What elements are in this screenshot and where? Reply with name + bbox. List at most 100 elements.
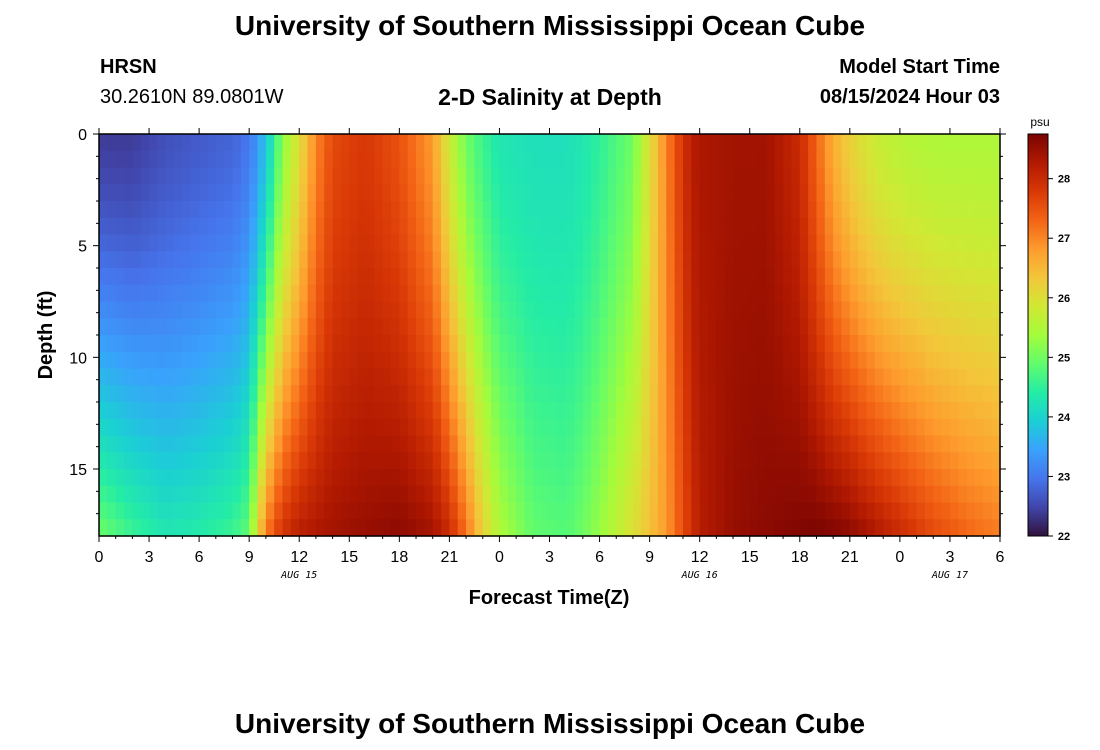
heatmap-cell	[674, 284, 684, 303]
heatmap-cell	[758, 418, 767, 437]
heatmap-cell	[307, 167, 317, 185]
heatmap-cell	[332, 251, 342, 269]
heatmap-cell	[265, 251, 275, 269]
heatmap-cell	[407, 452, 417, 470]
heatmap-cell	[290, 234, 300, 252]
heatmap-cell	[949, 318, 959, 336]
heatmap-cell	[624, 284, 634, 303]
heatmap-cell	[749, 318, 759, 336]
heatmap-cell	[516, 318, 526, 336]
heatmap-cell	[299, 184, 309, 202]
heatmap-cell	[132, 167, 142, 185]
heatmap-cell	[307, 385, 317, 403]
heatmap-cell	[941, 301, 951, 319]
heatmap-cell	[599, 268, 609, 286]
heatmap-cell	[657, 519, 667, 537]
heatmap-cell	[441, 217, 450, 236]
heatmap-cell	[482, 469, 492, 487]
heatmap-cell	[874, 469, 884, 487]
heatmap-cell	[491, 234, 501, 252]
heatmap-cell	[399, 318, 409, 336]
heatmap-cell	[174, 335, 184, 353]
heatmap-cell	[874, 167, 884, 185]
heatmap-cell	[799, 469, 809, 487]
heatmap-cell	[207, 402, 217, 420]
heatmap-cell	[933, 485, 943, 504]
heatmap-cell	[390, 251, 400, 269]
heatmap-cell	[407, 385, 417, 403]
heatmap-cell	[783, 402, 793, 420]
heatmap-cell	[157, 385, 167, 403]
heatmap-cell	[858, 217, 868, 236]
heatmap-cell	[733, 251, 742, 269]
heatmap-cell	[290, 167, 300, 185]
heatmap-cell	[733, 184, 742, 202]
heatmap-cell	[733, 469, 742, 487]
heatmap-cell	[115, 385, 125, 403]
heatmap-cell	[549, 435, 559, 453]
heatmap-cell	[340, 502, 350, 520]
heatmap-cell	[149, 217, 158, 236]
heatmap-cell	[332, 284, 342, 303]
heatmap-cell	[282, 368, 292, 386]
heatmap-cell	[866, 284, 876, 303]
heatmap-cell	[432, 418, 442, 437]
heatmap-cell	[891, 318, 901, 336]
heatmap-cell	[724, 485, 734, 504]
heatmap-cell	[841, 385, 851, 403]
heatmap-cell	[416, 184, 425, 202]
heatmap-cell	[974, 234, 984, 252]
heatmap-cell	[224, 351, 234, 370]
heatmap-cell	[841, 150, 851, 169]
heatmap-cell	[791, 201, 801, 219]
heatmap-cell	[274, 469, 284, 487]
heatmap-cell	[908, 368, 918, 386]
heatmap-cell	[783, 150, 793, 169]
heatmap-cell	[607, 385, 617, 403]
heatmap-cell	[115, 268, 125, 286]
heatmap-cell	[532, 167, 542, 185]
heatmap-cell	[591, 318, 601, 336]
heatmap-cell	[340, 234, 350, 252]
heatmap-cell	[858, 284, 868, 303]
heatmap-cell	[649, 217, 659, 236]
heatmap-cell	[390, 519, 400, 537]
heatmap-cell	[849, 251, 859, 269]
heatmap-cell	[958, 402, 968, 420]
heatmap-cell	[299, 335, 309, 353]
heatmap-cell	[891, 234, 901, 252]
heatmap-cell	[741, 452, 751, 470]
heatmap-cell	[666, 150, 676, 169]
heatmap-cell	[499, 201, 509, 219]
heatmap-cell	[724, 167, 734, 185]
heatmap-cell	[682, 385, 692, 403]
heatmap-cell	[449, 502, 459, 520]
heatmap-cell	[474, 452, 484, 470]
heatmap-cell	[808, 184, 818, 202]
heatmap-cell	[949, 201, 959, 219]
heatmap-cell	[507, 234, 517, 252]
heatmap-cell	[824, 368, 834, 386]
heatmap-cell	[657, 150, 667, 169]
heatmap-cell	[265, 201, 275, 219]
heatmap-cell	[866, 150, 876, 169]
heatmap-cell	[115, 284, 125, 303]
heatmap-cell	[232, 167, 242, 185]
heatmap-cell	[215, 167, 225, 185]
heatmap-cell	[457, 134, 467, 152]
heatmap-cell	[799, 418, 809, 437]
heatmap-cell	[632, 217, 642, 236]
model-start-label: Model Start Time	[839, 56, 1000, 78]
heatmap-cell	[124, 351, 133, 370]
heatmap-cell	[399, 301, 409, 319]
heatmap-cell	[557, 184, 567, 202]
heatmap-cell	[891, 301, 901, 319]
heatmap-cell	[190, 469, 200, 487]
heatmap-cell	[466, 469, 476, 487]
heatmap-cell	[432, 268, 442, 286]
x-tick-label: 9	[645, 549, 654, 566]
heatmap-cell	[632, 418, 642, 437]
heatmap-cell	[682, 402, 692, 420]
heatmap-cell	[115, 469, 125, 487]
heatmap-cell	[933, 435, 943, 453]
